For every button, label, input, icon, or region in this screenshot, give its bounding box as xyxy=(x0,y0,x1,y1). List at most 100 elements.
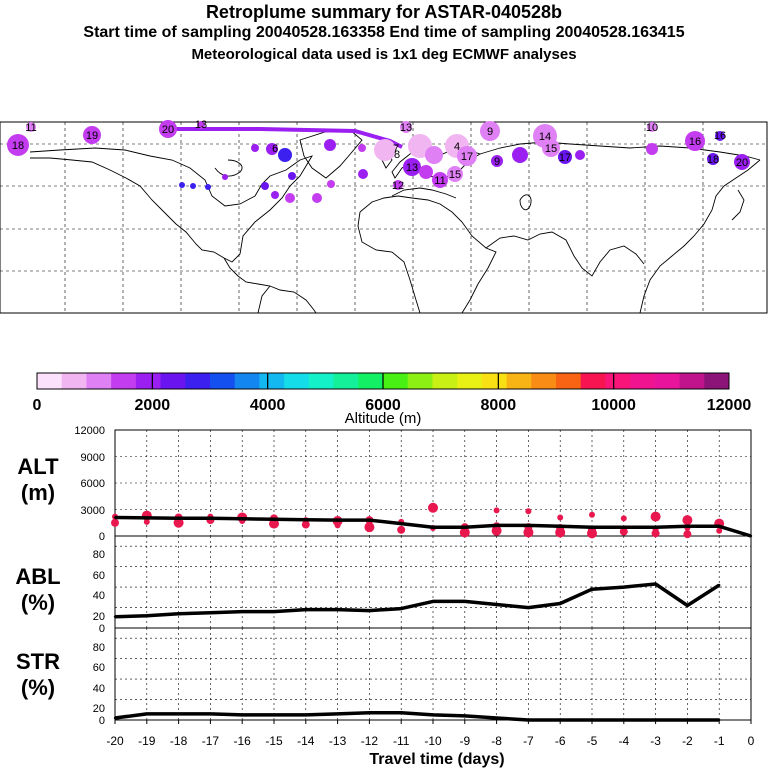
colorbar-cell-27 xyxy=(704,373,730,389)
alt-point-14 xyxy=(559,525,562,528)
alt-particle-3 xyxy=(143,518,150,525)
retroplume-track xyxy=(170,127,403,149)
alt-particle-11 xyxy=(269,518,279,529)
cluster-a1 xyxy=(374,139,396,161)
str-point-1 xyxy=(145,712,148,716)
coast-africa-west xyxy=(357,211,421,314)
colorbar-cell-12 xyxy=(333,373,359,389)
x-tick-label-20: 0 xyxy=(748,734,755,748)
abl-ytick-0: 0 xyxy=(99,623,105,635)
colorbar: 0 2000 4000 6000 8000 10000 12000 Altitude (m) xyxy=(33,372,752,427)
colorbar-cell-13 xyxy=(358,373,384,389)
alt-particle-40 xyxy=(651,529,660,538)
str-point-6 xyxy=(304,713,307,717)
colorbar-cell-6 xyxy=(185,373,211,389)
cluster-e3 xyxy=(558,150,572,164)
alt-particle-36 xyxy=(620,515,627,522)
str-point-4 xyxy=(241,713,244,717)
colorbar-cell-2 xyxy=(86,373,112,389)
cluster-20b xyxy=(734,154,750,170)
abl-ytick-60: 60 xyxy=(93,570,105,582)
alt-point-15 xyxy=(590,525,594,529)
cluster-c1 xyxy=(179,182,185,188)
coast-africa xyxy=(359,195,497,314)
cluster-c4 xyxy=(222,174,228,180)
abl-point-3 xyxy=(209,611,212,614)
colorbar-tick-label-6: 12000 xyxy=(707,397,752,414)
colorbar-cells xyxy=(37,373,730,389)
abl-point-14 xyxy=(559,602,562,605)
cluster-18b xyxy=(707,153,719,165)
abl-point-16 xyxy=(622,585,625,589)
colorbar-cell-23 xyxy=(605,373,631,389)
str-point-7 xyxy=(336,712,339,716)
cluster-13a xyxy=(197,121,205,129)
x-axis-label: Travel time (days) xyxy=(369,751,504,768)
alt-point-10 xyxy=(431,525,435,529)
abl-ytick-40: 40 xyxy=(93,590,105,602)
abl-point-1 xyxy=(145,614,148,617)
abl-point-18 xyxy=(686,604,689,607)
alt-point-6 xyxy=(304,518,307,521)
colorbar-cell-0 xyxy=(37,373,63,389)
abl-unit: (%) xyxy=(21,590,55,615)
cluster-e5 xyxy=(491,155,503,167)
cluster-labels: 11 19 20 13 13 9 14 15 10 16 16 18 18 20… xyxy=(12,119,748,192)
str-ytick-60: 60 xyxy=(93,662,105,674)
colorbar-label: Altitude (m) xyxy=(345,410,422,427)
cluster-a4 xyxy=(403,158,421,176)
panel-data-marks xyxy=(111,502,753,722)
alt-unit: (m) xyxy=(21,480,55,505)
colorbar-tick-label-1: 2000 xyxy=(135,397,171,414)
map-label-6: 6 xyxy=(272,143,278,155)
x-tick-label-16: -4 xyxy=(618,734,629,748)
cluster-10 xyxy=(647,122,657,132)
cluster-b3 xyxy=(251,144,259,152)
alt-particle-35 xyxy=(587,528,597,539)
alt-point-4 xyxy=(241,517,244,520)
panel-gridlines xyxy=(115,430,751,720)
abl-point-5 xyxy=(272,610,276,613)
str-ytick-80: 80 xyxy=(93,642,105,654)
map-label-15b: 15 xyxy=(449,169,461,181)
alt-particle-38 xyxy=(650,511,661,522)
alt-particle-1 xyxy=(111,518,119,527)
abl-point-12 xyxy=(495,603,498,606)
colorbar-tick-label-2: 4000 xyxy=(250,397,286,414)
y-tick-labels: 12000 9000 6000 3000 0 80 60 40 20 0 80 … xyxy=(74,425,105,727)
cluster-20 xyxy=(159,120,177,138)
colorbar-cell-16 xyxy=(432,373,458,389)
map-label-12: 12 xyxy=(392,180,404,192)
x-tick-label-7: -13 xyxy=(329,734,347,748)
x-tick-label-6: -14 xyxy=(297,734,315,748)
str-point-0 xyxy=(113,716,117,720)
cluster-b8 xyxy=(288,172,296,180)
str-point-3 xyxy=(209,712,212,716)
met-data-line: Meteorological data used is 1x1 deg ECMW… xyxy=(191,46,577,63)
map-label-14: 14 xyxy=(539,131,551,143)
cluster-a8 xyxy=(393,180,403,190)
x-tick-label-3: -17 xyxy=(202,734,220,748)
map-label-11b: 11 xyxy=(434,175,445,187)
map-label-17b: 17 xyxy=(559,152,571,164)
panel-frames xyxy=(114,429,752,721)
colorbar-cell-21 xyxy=(556,373,582,389)
x-tick-label-10: -10 xyxy=(424,734,442,748)
cluster-e1 xyxy=(646,143,658,155)
cluster-e2 xyxy=(512,147,528,163)
x-tick-label-5: -15 xyxy=(265,734,283,748)
coast-caspian xyxy=(519,194,532,211)
x-tick-label-8: -12 xyxy=(361,734,379,748)
cluster-15 xyxy=(542,139,560,157)
str-point-5 xyxy=(272,713,276,717)
x-tick-label-19: -1 xyxy=(714,734,725,748)
cluster-b12 xyxy=(312,193,322,203)
str-point-12 xyxy=(495,716,498,720)
alt-point-20 xyxy=(749,534,753,538)
alt-point-5 xyxy=(272,518,276,521)
cluster-e4 xyxy=(575,150,585,160)
cluster-a5 xyxy=(419,165,433,179)
alt-ytick-12000: 12000 xyxy=(74,425,105,437)
alt-particle-13 xyxy=(301,520,310,529)
colorbar-cell-19 xyxy=(506,373,532,389)
